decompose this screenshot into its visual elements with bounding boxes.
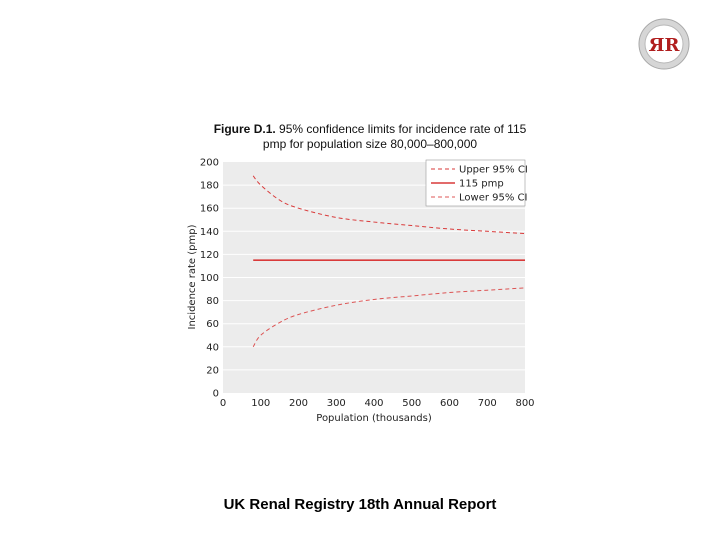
y-tick-label: 140 bbox=[200, 227, 219, 238]
chart-title: Figure D.1. 95% confidence limits for in… bbox=[210, 122, 530, 152]
y-tick-label: 20 bbox=[206, 365, 219, 376]
y-tick-label: 100 bbox=[200, 273, 219, 284]
chart-title-prefix: Figure D.1. bbox=[213, 122, 276, 136]
footer-title: UK Renal Registry 18th Annual Report bbox=[223, 496, 497, 513]
series-line-0 bbox=[252, 175, 526, 235]
x-tick-label: 400 bbox=[364, 398, 383, 409]
x-tick-label: 100 bbox=[251, 398, 270, 409]
y-axis-label: Incidence rate (pmp) bbox=[187, 224, 198, 329]
y-tick-labels: 0 20 40 60 80 100 120 140 160 180 200 bbox=[200, 158, 219, 400]
y-tick-label: 0 bbox=[213, 389, 219, 400]
x-tick-label: 0 bbox=[220, 398, 226, 409]
y-tick-label: 60 bbox=[206, 319, 219, 330]
x-tick-label: 600 bbox=[440, 398, 459, 409]
x-axis-label: Population (thousands) bbox=[316, 413, 432, 424]
chart-title-text: 95% confidence limits for incidence rate… bbox=[262, 122, 527, 151]
svg-text:ЯR: ЯR bbox=[649, 35, 681, 56]
y-tick-label: 80 bbox=[206, 296, 219, 307]
y-tick-label: 40 bbox=[206, 342, 219, 353]
series-lines bbox=[252, 175, 526, 348]
x-tick-label: 200 bbox=[289, 398, 308, 409]
series-line-2 bbox=[252, 287, 526, 348]
legend-label: 115 pmp bbox=[459, 179, 504, 190]
y-tick-label: 200 bbox=[200, 158, 219, 169]
y-tick-label: 160 bbox=[200, 204, 219, 215]
uk-renal-registry-logo: ЯR bbox=[638, 18, 690, 70]
x-tick-labels: 0 100 200 300 400 500 600 700 800 bbox=[220, 398, 535, 409]
y-tick-label: 120 bbox=[200, 250, 219, 261]
x-tick-label: 300 bbox=[327, 398, 346, 409]
x-tick-label: 500 bbox=[402, 398, 421, 409]
x-tick-label: 700 bbox=[478, 398, 497, 409]
legend-label: Upper 95% CI bbox=[459, 165, 528, 176]
y-tick-label: 180 bbox=[200, 181, 219, 192]
x-tick-label: 800 bbox=[515, 398, 534, 409]
legend: Upper 95% CI 115 pmp Lower 95% CI bbox=[425, 159, 528, 207]
legend-label: Lower 95% CI bbox=[459, 193, 527, 204]
